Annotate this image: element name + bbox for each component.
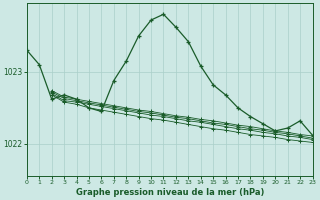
X-axis label: Graphe pression niveau de la mer (hPa): Graphe pression niveau de la mer (hPa)	[76, 188, 264, 197]
